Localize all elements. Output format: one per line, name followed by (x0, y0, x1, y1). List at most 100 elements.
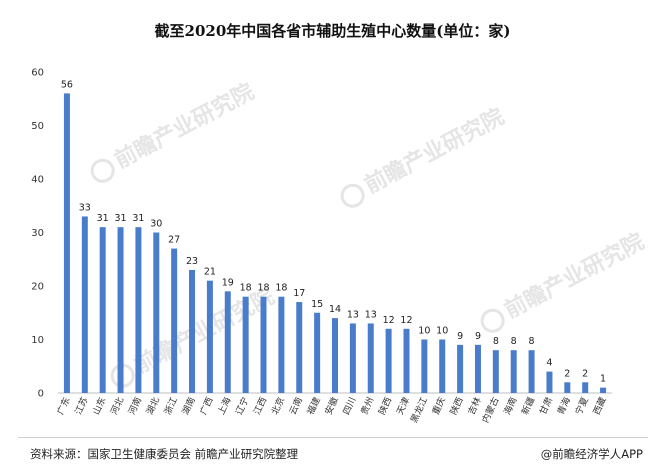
x-axis-labels: 广东 江苏 山东 河北 河南 湖北 浙江 湖南 广西 上海 辽宁 江西 北京 云南 福建 安徽 四川 贵州 陕西 天津… (54, 395, 609, 425)
value-label: 12 (383, 315, 395, 326)
x-tick-label: 重庆 (429, 395, 447, 416)
value-label: 10 (418, 326, 430, 337)
bar (63, 93, 70, 394)
x-tick-label: 海南 (501, 395, 519, 416)
value-label: 15 (311, 299, 323, 310)
bars (63, 93, 607, 394)
x-tick-label: 天津 (395, 396, 413, 417)
x-tick-label: 湖北 (144, 396, 162, 417)
value-label: 18 (240, 283, 252, 294)
x-tick-label: 陕西 (447, 395, 465, 416)
x-tick-label: 江西 (252, 396, 270, 417)
value-label: 19 (222, 277, 234, 288)
x-tick-label: 陕西 (376, 395, 394, 416)
bar (278, 296, 285, 393)
bar (564, 382, 571, 393)
x-tick-label: 广西 (197, 395, 215, 416)
value-label: 13 (347, 309, 359, 320)
bar (385, 328, 392, 393)
x-tick-label: 内蒙古 (479, 395, 501, 425)
bar (314, 312, 321, 393)
bar (528, 350, 535, 393)
value-label: 31 (97, 213, 109, 224)
bar (403, 328, 410, 393)
value-label: 13 (365, 309, 377, 320)
value-label: 2 (564, 368, 570, 379)
bar (296, 302, 303, 393)
x-tick-label: 甘肃 (537, 395, 555, 416)
value-label: 27 (168, 235, 180, 246)
value-label: 4 (546, 358, 552, 369)
x-tick-label: 河北 (108, 395, 126, 416)
footer-divider (18, 437, 648, 438)
value-label: 8 (493, 336, 499, 347)
x-tick-label: 山东 (90, 395, 108, 416)
x-tick-label: 黑龙江 (408, 395, 430, 425)
bar (81, 216, 88, 393)
bar (242, 296, 249, 393)
value-label: 31 (132, 213, 144, 224)
value-label: 30 (150, 219, 162, 230)
bar (135, 227, 142, 393)
bar (510, 350, 517, 393)
bar (582, 382, 589, 393)
x-tick-label: 安徽 (322, 395, 340, 416)
value-label: 21 (204, 267, 216, 278)
value-label: 18 (275, 283, 287, 294)
value-label: 9 (457, 331, 463, 342)
bar (474, 344, 481, 393)
x-tick-label: 浙江 (161, 395, 179, 416)
bar (457, 344, 464, 393)
value-label: 9 (475, 331, 481, 342)
value-label: 10 (436, 326, 448, 337)
value-label: 18 (257, 283, 269, 294)
x-tick-label: 江苏 (72, 395, 90, 416)
x-tick-label: 辽宁 (233, 395, 251, 416)
y-tick-label: 0 (38, 389, 44, 400)
value-label: 14 (329, 304, 341, 315)
bar (99, 227, 106, 393)
source-note: 资料来源：国家卫生健康委员会 前瞻产业研究院整理 (30, 447, 299, 461)
value-label: 33 (79, 202, 91, 213)
value-label: 31 (115, 213, 127, 224)
x-tick-label: 宁夏 (572, 395, 590, 416)
value-label: 8 (529, 336, 535, 347)
bar (600, 387, 607, 393)
bar (546, 371, 553, 393)
bar (117, 227, 124, 393)
bar (367, 323, 374, 393)
bar (332, 318, 338, 393)
value-label: 8 (511, 336, 517, 347)
x-tick-label: 广东 (54, 395, 72, 416)
value-label: 23 (186, 256, 198, 267)
chart-title: 截至2020年中国各省市辅助生殖中心数量(单位：家) (154, 22, 511, 40)
x-tick-label: 吉林 (465, 395, 483, 416)
y-tick-label: 40 (31, 175, 44, 186)
bar (349, 323, 356, 393)
x-tick-label: 新疆 (519, 395, 537, 416)
y-tick-label: 50 (31, 121, 44, 132)
value-label: 12 (400, 315, 412, 326)
value-label: 56 (61, 79, 73, 90)
x-tick-label: 福建 (304, 395, 322, 416)
x-tick-label: 四川 (342, 396, 359, 417)
bar (189, 269, 196, 393)
value-label: 17 (293, 288, 305, 299)
x-tick-label: 云南 (286, 395, 304, 416)
y-tick-label: 10 (31, 335, 44, 346)
x-tick-label: 河南 (126, 395, 144, 416)
bar (421, 339, 428, 393)
x-tick-label: 北京 (269, 395, 287, 416)
x-tick-label: 贵州 (358, 395, 376, 416)
value-label: 1 (600, 374, 606, 385)
bar (224, 291, 231, 393)
x-tick-label: 上海 (215, 395, 233, 416)
bar (260, 296, 267, 393)
y-tick-label: 30 (31, 228, 44, 239)
bar (153, 232, 160, 393)
value-label: 2 (582, 368, 588, 379)
x-tick-label: 湖南 (179, 395, 197, 416)
